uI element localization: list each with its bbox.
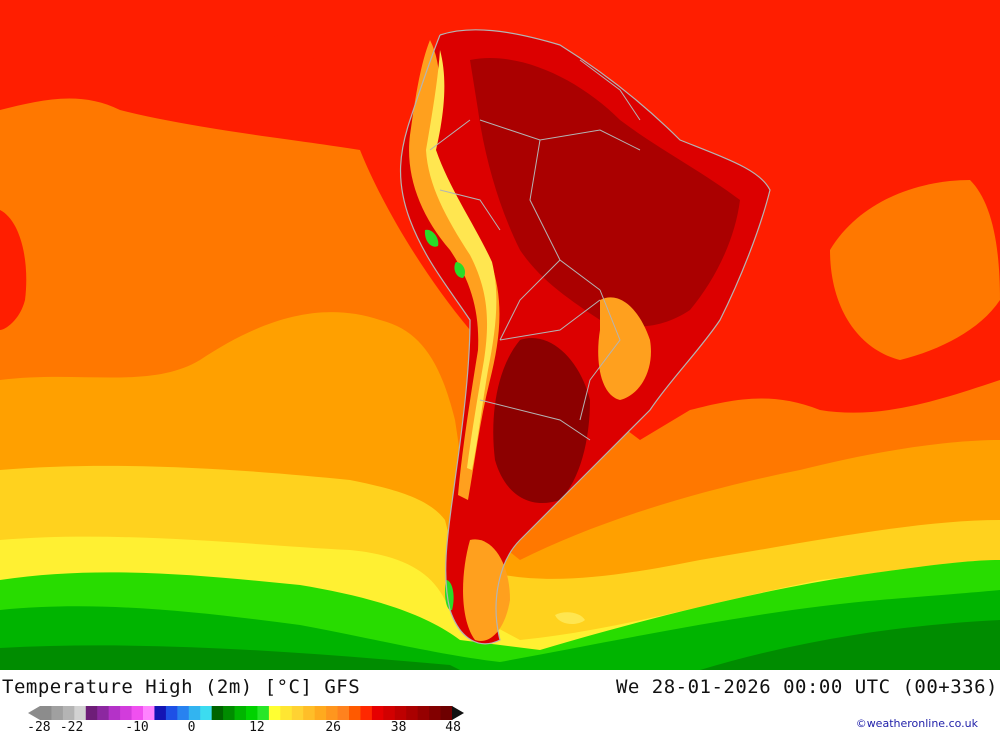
andes-orange-ridge <box>409 40 500 500</box>
scale-swatch <box>85 706 98 720</box>
andes-green-spot-2 <box>454 262 466 278</box>
scale-swatch <box>360 706 373 720</box>
scale-tick-label: 38 <box>390 720 407 735</box>
falkland-islands <box>555 612 585 625</box>
color-scale <box>28 706 464 720</box>
scale-swatch <box>314 706 327 720</box>
scale-tick-label: 0 <box>187 720 196 735</box>
country-borders <box>429 59 641 441</box>
scale-swatch <box>406 706 419 720</box>
scale-swatch <box>383 706 396 720</box>
pampas-hot-core <box>493 338 590 504</box>
scale-tick-label: -22 <box>59 720 84 735</box>
atlantic-orange-patch <box>830 180 1000 360</box>
scale-swatch <box>246 706 258 720</box>
scale-swatch <box>291 706 304 720</box>
scale-swatch <box>394 706 407 720</box>
scale-swatch <box>188 706 201 720</box>
interior-dark-red <box>470 58 740 327</box>
scale-arrow-low <box>28 706 40 720</box>
map-footer: Temperature High (2m) [°C] GFS We 28-01-… <box>0 670 1000 735</box>
patagonia-cooler <box>463 539 510 641</box>
scale-swatch <box>349 706 361 720</box>
scale-tick-label: -10 <box>125 720 149 735</box>
warm-ocean-west-patch <box>0 210 27 330</box>
scale-swatch <box>97 706 110 720</box>
scale-swatch <box>154 706 167 720</box>
scale-swatch <box>303 706 316 720</box>
scale-swatch <box>131 706 144 720</box>
scale-tick-label: -28 <box>27 720 51 735</box>
scale-tick-label: 12 <box>249 720 265 735</box>
scale-tick-label: 26 <box>325 720 342 735</box>
scale-swatch <box>165 706 178 720</box>
coastline <box>399 29 771 645</box>
scale-swatch <box>200 706 213 720</box>
scale-swatch <box>268 706 281 720</box>
scale-swatch <box>120 706 133 720</box>
forecast-time: We 28-01-2026 00:00 UTC (00+336) <box>615 676 998 698</box>
scale-swatch <box>429 706 442 720</box>
credit-link[interactable]: ©weatheronline.co.uk <box>855 717 978 730</box>
scale-swatch <box>371 706 384 720</box>
scale-swatch <box>40 706 52 720</box>
scale-swatch <box>417 706 430 720</box>
scale-swatch <box>143 706 155 720</box>
andes-yellow-ridge <box>426 50 497 470</box>
scale-swatch <box>62 706 75 720</box>
green-band-dark <box>0 620 1000 670</box>
scale-tick-label: 48 <box>445 720 461 735</box>
andes-green-spot-1 <box>424 229 439 247</box>
pacific-red-patch <box>265 30 330 67</box>
brazil-highland-cooler <box>598 297 651 400</box>
southern-tip-green <box>444 580 454 611</box>
scale-swatch <box>337 706 350 720</box>
map-title: Temperature High (2m) [°C] GFS <box>2 676 361 698</box>
scale-swatch <box>223 706 236 720</box>
scale-swatch <box>177 706 190 720</box>
scale-swatch <box>211 706 224 720</box>
scale-swatch <box>440 706 453 720</box>
scale-swatch <box>234 706 247 720</box>
scale-swatch <box>326 706 339 720</box>
scale-swatch <box>51 706 64 720</box>
scale-arrow-high <box>452 706 464 720</box>
scale-swatch <box>108 706 121 720</box>
temperature-map <box>0 0 1000 670</box>
scale-swatch <box>280 706 293 720</box>
scale-swatch <box>257 706 270 720</box>
scale-swatch <box>74 706 87 720</box>
